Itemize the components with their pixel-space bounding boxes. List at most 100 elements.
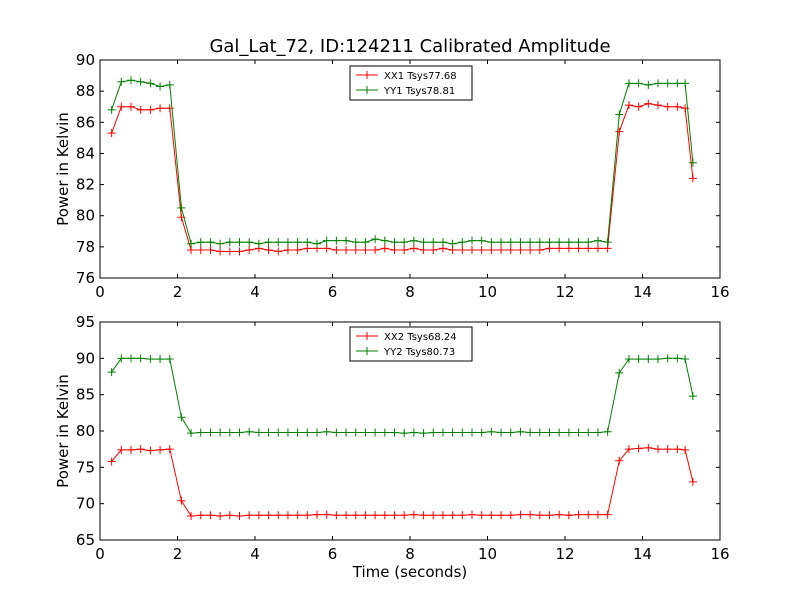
data-point [688, 174, 697, 183]
data-point [477, 236, 486, 245]
legend-label: YY2 Tsys80.73 [383, 347, 455, 358]
data-point [644, 443, 653, 452]
data-point [146, 446, 155, 455]
y-axis-label: Power in Kelvin [54, 112, 72, 226]
data-point [293, 511, 302, 520]
data-point [663, 445, 672, 454]
data-point [332, 511, 341, 520]
y-tick-label: 70 [76, 495, 95, 513]
data-point [603, 238, 612, 247]
data-point [332, 236, 341, 245]
data-point [438, 238, 447, 247]
data-point [673, 445, 682, 454]
data-point [535, 245, 544, 254]
data-point [351, 511, 360, 520]
legend-box [349, 65, 473, 101]
legend-label: YY1 Tsys78.81 [383, 86, 455, 97]
data-point [506, 238, 515, 247]
data-point [313, 510, 321, 519]
data-point [535, 238, 544, 247]
data-point [593, 244, 602, 253]
data-point [654, 445, 662, 454]
x-tick-label: 4 [250, 545, 260, 563]
data-point [429, 511, 438, 520]
data-point [448, 511, 457, 520]
data-point [603, 427, 612, 436]
data-point [254, 511, 263, 520]
data-point [545, 238, 554, 247]
data-point [283, 511, 292, 520]
data-point [313, 239, 321, 248]
data-point [673, 79, 682, 88]
data-point [615, 127, 624, 136]
y-tick-label: 75 [76, 458, 95, 476]
data-point [458, 428, 467, 437]
data-point [448, 428, 457, 437]
data-point [264, 245, 273, 254]
data-point [644, 99, 653, 108]
data-point [196, 245, 205, 254]
data-point [206, 428, 215, 437]
data-point [117, 354, 126, 363]
data-point [419, 245, 428, 254]
data-point [681, 79, 690, 88]
data-point [477, 245, 486, 254]
data-point [136, 77, 145, 86]
data-point [165, 355, 174, 364]
data-point [156, 82, 165, 91]
data-point [584, 428, 593, 437]
data-point [615, 110, 624, 119]
data-point [688, 477, 697, 486]
data-point [225, 511, 234, 520]
data-point [283, 428, 292, 437]
data-point [409, 428, 418, 437]
data-point [535, 511, 544, 520]
data-point [177, 413, 186, 422]
data-point [342, 245, 351, 254]
data-point [516, 238, 525, 247]
data-point [274, 247, 283, 256]
data-point [216, 512, 225, 521]
data-point [390, 511, 399, 520]
y-tick-label: 90 [76, 349, 95, 367]
data-point [593, 428, 602, 437]
data-point [245, 511, 254, 520]
data-point [487, 245, 496, 254]
data-point [136, 354, 145, 363]
data-point [371, 245, 380, 254]
data-point [535, 428, 544, 437]
data-point [206, 511, 215, 520]
data-point [506, 428, 515, 437]
data-point [574, 428, 583, 437]
data-point [673, 102, 682, 111]
data-point [245, 427, 254, 436]
data-point [274, 511, 283, 520]
legend-marker [363, 86, 371, 94]
data-point [274, 428, 283, 437]
data-point [681, 355, 690, 364]
x-tick-label: 0 [95, 283, 105, 301]
data-point [624, 355, 633, 364]
data-point [351, 238, 360, 247]
data-point [419, 511, 428, 520]
data-point [663, 102, 672, 111]
y-tick-label: 80 [76, 422, 95, 440]
top-plot: 0 2 4 6 8 10 12 14 16 76 78 80 82 84 86 88 90 Power in Ke… [54, 51, 730, 301]
data-point [371, 235, 380, 244]
data-point [196, 238, 205, 247]
data-point [156, 355, 165, 364]
data-point [634, 102, 643, 111]
data-point [225, 428, 234, 437]
data-point [165, 80, 174, 89]
data-point [283, 238, 292, 247]
data-point [624, 445, 633, 454]
data-point [487, 511, 496, 520]
data-point [274, 238, 283, 247]
data-point [526, 245, 535, 254]
data-point [136, 105, 145, 114]
data-point [400, 245, 409, 254]
data-point [429, 428, 438, 437]
y-tick-label: 82 [76, 176, 95, 194]
data-point [506, 511, 515, 520]
